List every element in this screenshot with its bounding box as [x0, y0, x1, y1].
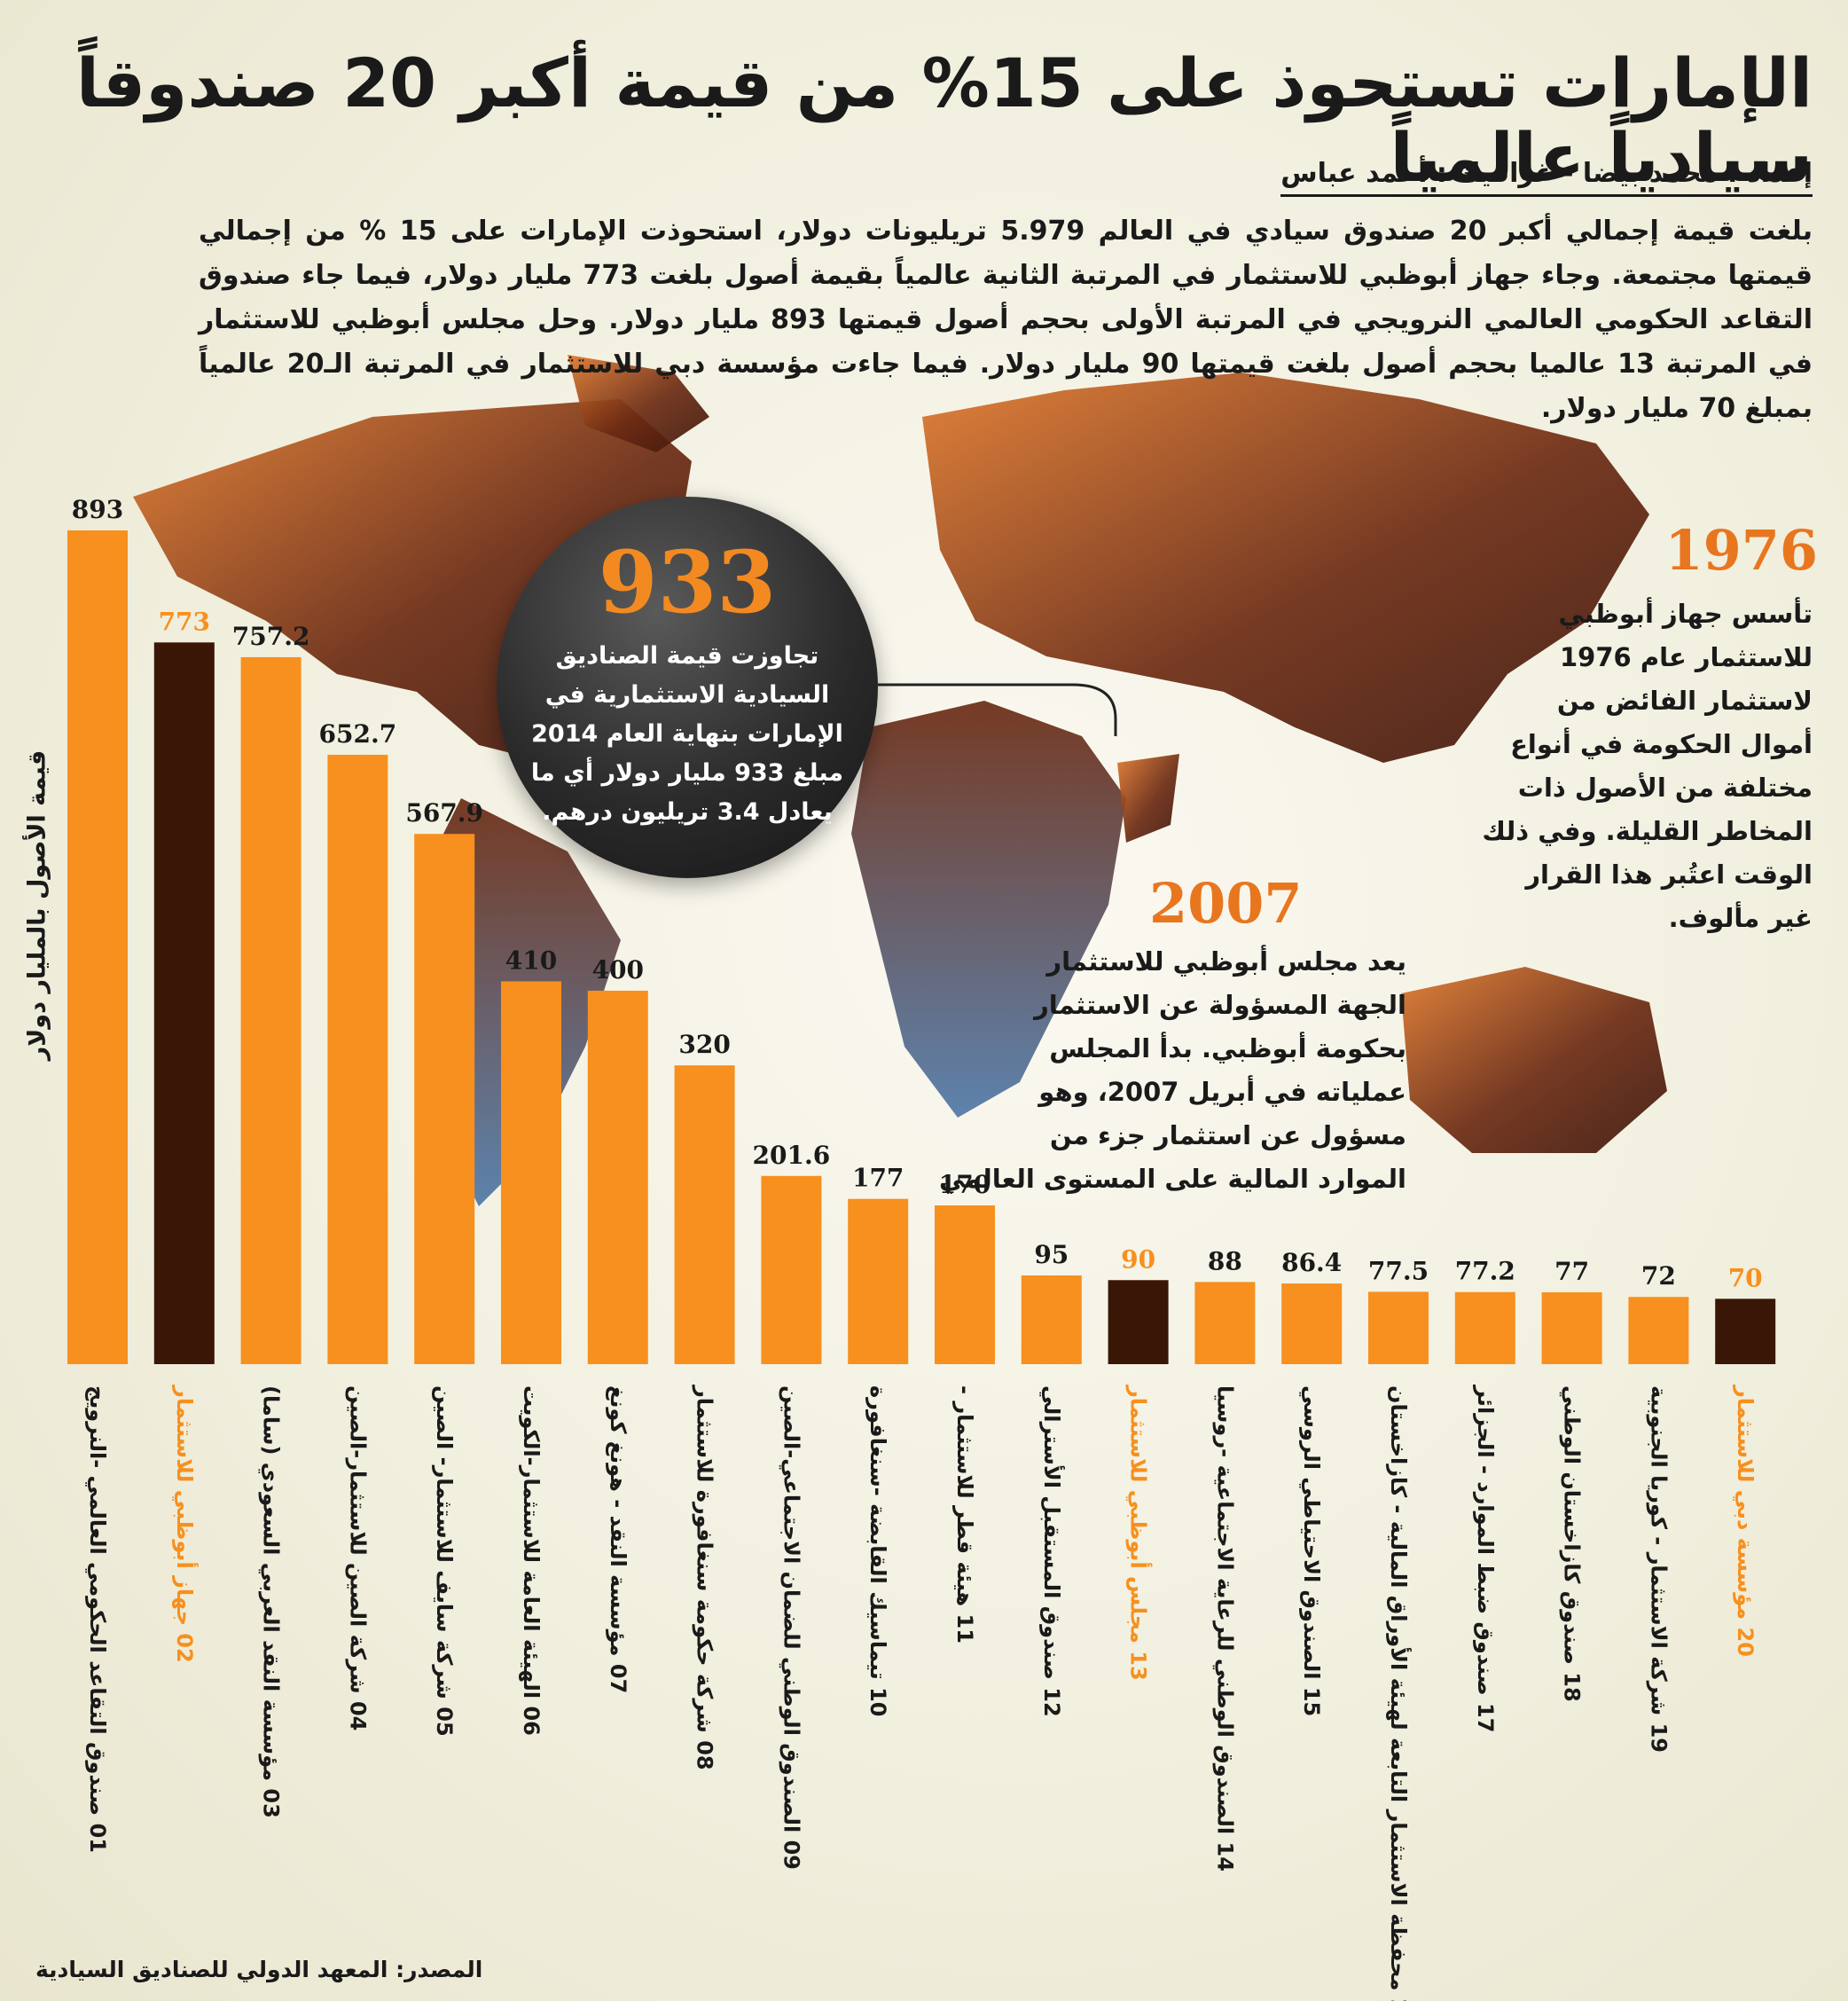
value-label-6: 410 — [505, 946, 557, 975]
value-label-16: 77.5 — [1368, 1256, 1429, 1285]
value-label-15: 86.4 — [1281, 1248, 1342, 1277]
bar-11 — [935, 1205, 995, 1364]
value-label-18: 77 — [1554, 1257, 1589, 1286]
note-line: الجهة المسؤولة عن الاستثمار — [1034, 990, 1406, 1020]
value-label-20: 70 — [1728, 1263, 1763, 1292]
note-line: يعد مجلس أبوظبي للاستثمار — [1046, 946, 1406, 977]
note-line: بحكومة أبوظبي. بدأ المجلس — [1049, 1033, 1406, 1063]
category-label-20: 20 مؤسسة دبي للاستثمار — [1733, 1385, 1758, 1657]
value-label-8: 320 — [678, 1030, 730, 1059]
bar-1 — [67, 530, 128, 1364]
bar-18 — [1541, 1291, 1602, 1364]
bar-8 — [674, 1065, 735, 1364]
bubble-value: 933 — [598, 532, 777, 632]
category-label-12: 12 صندوق المستقبل الأسترالي — [1039, 1385, 1065, 1717]
category-label-3: 03 مؤسسة النقد العربي السعودي (ساما) — [259, 1385, 284, 1818]
bar-10 — [848, 1198, 909, 1364]
category-label-18: 18 صندوق كازاخستان الوطني — [1560, 1385, 1585, 1702]
bar-2 — [153, 642, 215, 1364]
bar-15 — [1281, 1283, 1343, 1364]
intro-paragraph: بلغت قيمة إجمالي أكبر 20 صندوق سيادي في … — [199, 216, 1813, 424]
year-1976: 1976 — [1664, 518, 1818, 583]
note-line: للاستثمار عام 1976 — [1560, 642, 1813, 672]
note-line: عملياته في أبريل 2007، وهو — [1038, 1077, 1406, 1107]
category-label-15: 15 الصندوق الاحتياطي الروسي — [1299, 1385, 1324, 1716]
value-label-11: 170 — [939, 1170, 991, 1199]
bar-20 — [1715, 1299, 1776, 1364]
value-label-12: 95 — [1034, 1240, 1069, 1269]
category-label-8: 08 شركة حكومة سنغافورة للاستثمار — [693, 1385, 717, 1770]
category-label-9: 09 الصندوق الوطني للضمان الاجتماعي-الصين — [779, 1385, 803, 1870]
category-label-5: 05 شركة سايف للاستثمار- الصين — [432, 1385, 457, 1737]
note-line: الموارد المالية على المستوى العالمي — [939, 1164, 1406, 1194]
bar-14 — [1194, 1282, 1256, 1364]
bar-6 — [501, 981, 561, 1364]
value-label-4: 652.7 — [319, 719, 397, 749]
note-line: تأسس جهاز أبوظبي — [1558, 599, 1813, 629]
bar-9 — [761, 1175, 822, 1364]
value-label-10: 177 — [852, 1164, 904, 1193]
bar-19 — [1628, 1297, 1689, 1364]
value-label-3: 757.2 — [232, 622, 310, 651]
year-2007: 2007 — [1149, 871, 1303, 936]
australia-shape — [1401, 967, 1667, 1153]
category-label-4: 04 شركة الصين للاستثمار-الصين — [345, 1385, 370, 1730]
note-line: غير مألوف. — [1668, 903, 1813, 933]
category-label-17: 17 صندوق ضبط الموارد - الجزائر — [1473, 1385, 1498, 1732]
bar-12 — [1021, 1275, 1082, 1364]
category-label-11: 11 هيئة قطر للاستثمار - — [952, 1385, 977, 1644]
bar-17 — [1454, 1291, 1515, 1364]
note-line: مختلفة من الأصول ذات — [1517, 773, 1813, 803]
category-label-6: 06 الهيئة العامة للاستثمار-الكويت — [519, 1385, 544, 1736]
bar-7 — [587, 990, 648, 1364]
africa-shape — [851, 701, 1126, 1118]
value-label-14: 88 — [1208, 1246, 1242, 1275]
value-label-19: 72 — [1641, 1261, 1676, 1291]
value-label-13: 90 — [1121, 1244, 1155, 1274]
note-2007-text: يعد مجلس أبوظبي للاستثمار الجهة المسؤولة… — [874, 940, 1406, 1201]
category-label-10: 10 تيماسيك القابضة -سنغافورة — [865, 1385, 890, 1717]
value-label-7: 400 — [592, 955, 644, 985]
note-line: أموال الحكومة في أنواع — [1510, 729, 1813, 759]
note-1976-text: تأسس جهاز أبوظبي للاستثمار عام 1976 لاست… — [1440, 592, 1813, 940]
note-line: لاستثمار الفائض من — [1556, 686, 1813, 716]
category-label-19: 19 شركة الاستثمار - كوريا الجنوبية — [1646, 1385, 1671, 1753]
category-label-13: 13 مجلس أبوظبي للاستثمار — [1126, 1385, 1153, 1681]
category-label-2: 02 جهاز أبوظبي للاستثمار — [172, 1385, 199, 1663]
bubble-text: تجاوزت قيمة الصناديق السيادية الاستثماري… — [530, 642, 844, 826]
credit-line: إعداد : محمد بيضا - غرافيك : أحمد عباس — [1280, 158, 1813, 197]
uae-total-bubble: 933 تجاوزت قيمة الصناديق السيادية الاستث… — [497, 497, 878, 878]
bar-16 — [1368, 1291, 1429, 1364]
value-label-5: 567.9 — [405, 798, 483, 828]
page-title: الإمارات تستحوذ على 15% من قيمة أكبر 20 … — [75, 43, 1813, 197]
value-label-1: 893 — [72, 495, 123, 524]
bar-13 — [1108, 1280, 1169, 1364]
note-line: الوقت اعتُبر هذا القرار — [1525, 859, 1813, 890]
note-line: مسؤول عن استثمار جزء من — [1049, 1120, 1406, 1150]
source-line: المصدر: المعهد الدولي للصناديق السيادية — [35, 1957, 483, 1982]
bar-3 — [240, 656, 301, 1364]
category-label-16: 16 محفظة الاستثمار التابعة لهيئة الأوراق… — [1386, 1385, 1412, 2001]
value-label-2: 773 — [159, 607, 210, 636]
bar-4 — [327, 754, 388, 1364]
greenland-shape — [568, 355, 709, 452]
value-label-17: 77.2 — [1455, 1257, 1515, 1286]
category-label-14: 14 الصندوق الوطني للرعاية الاجتماعية -رو… — [1212, 1385, 1237, 1872]
eurasia-shape — [922, 373, 1649, 763]
category-label-7: 07 مؤسسة النقد - هونغ كونغ — [606, 1385, 630, 1693]
category-label-1: 01 صندوق التقاعد الحكومي العالمي -النروي… — [85, 1385, 110, 1853]
note-line: المخاطر القليلة. وفي ذلك — [1482, 816, 1813, 846]
value-label-9: 201.6 — [753, 1141, 831, 1170]
bar-5 — [414, 834, 475, 1364]
arabia-shape — [1117, 754, 1179, 843]
